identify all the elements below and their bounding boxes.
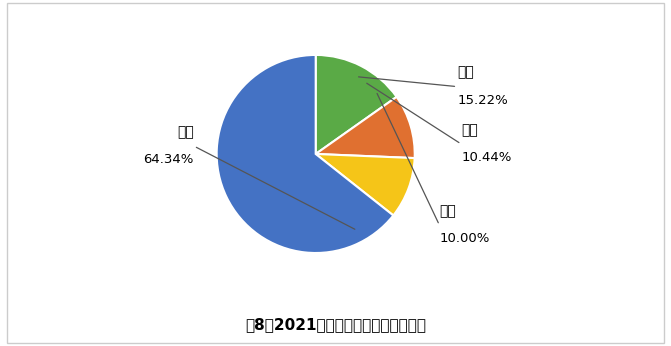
Wedge shape [315,55,397,154]
Text: 15.22%: 15.22% [458,93,508,107]
Text: 图8：2021届硕士毕业生生源地分布图: 图8：2021届硕士毕业生生源地分布图 [245,317,426,332]
Text: 64.34%: 64.34% [144,153,194,166]
Text: 浙江: 浙江 [440,204,456,218]
Text: 江苏: 江苏 [458,66,474,80]
Text: 上海: 上海 [461,123,478,137]
Wedge shape [315,97,415,158]
Wedge shape [315,154,415,216]
Wedge shape [217,55,393,253]
Text: 其他: 其他 [177,125,194,139]
Text: 10.44%: 10.44% [461,151,512,164]
Text: 10.00%: 10.00% [440,232,490,245]
